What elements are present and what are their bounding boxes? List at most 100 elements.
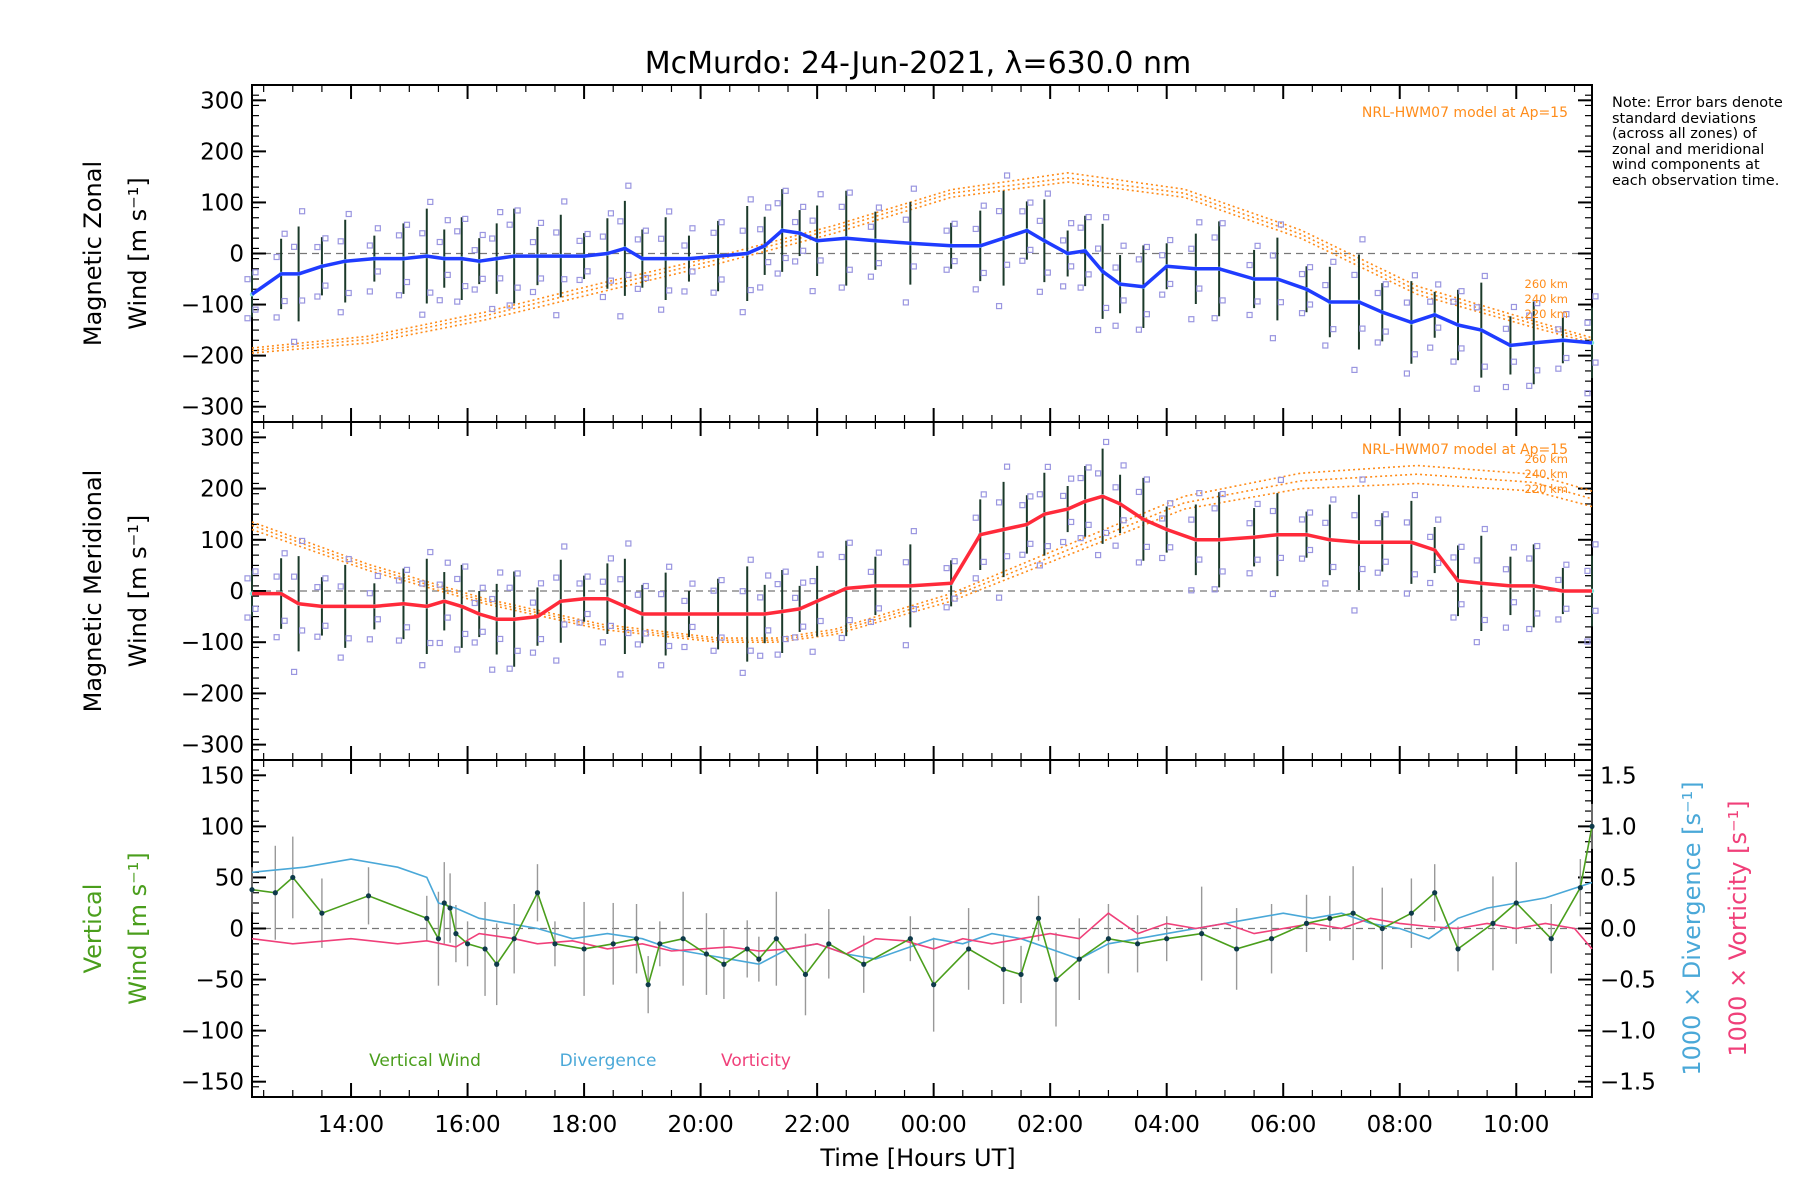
zone-sample <box>314 633 321 640</box>
chart-title: McMurdo: 24-Jun-2021, λ=630.0 nm <box>645 46 1191 81</box>
legend-entry: Divergence <box>560 1051 657 1071</box>
zone-sample <box>1019 208 1026 215</box>
zone-sample <box>1077 224 1084 231</box>
zone-sample <box>658 662 665 669</box>
zone-sample <box>1306 546 1314 554</box>
zone-sample <box>951 258 958 265</box>
zone-sample <box>1473 557 1480 564</box>
zone-sample <box>765 627 772 634</box>
vertical-wind-point <box>1076 956 1082 962</box>
zone-sample <box>1306 509 1314 516</box>
zone-sample <box>1103 438 1110 446</box>
zone-sample <box>1584 319 1591 326</box>
zone-sample <box>537 580 545 587</box>
zone-sample <box>1027 199 1034 206</box>
zone-sample <box>846 617 853 624</box>
zone-sample <box>576 619 583 626</box>
zone-sample <box>681 643 688 651</box>
y-tick-label: −300 <box>181 733 244 759</box>
zone-sample <box>1403 370 1410 377</box>
zone-sample <box>1254 500 1261 508</box>
zone-sample <box>1411 272 1418 279</box>
zone-sample <box>774 581 781 588</box>
zone-sample <box>1555 326 1562 333</box>
zone-sample <box>846 266 853 273</box>
x-tick-label: 18:00 <box>551 1112 617 1138</box>
vertical-wind-point <box>1164 936 1170 942</box>
y-tick-label: −150 <box>181 1070 244 1096</box>
zone-sample <box>322 282 329 289</box>
zone-sample <box>1411 491 1418 499</box>
vertical-wind-point <box>1268 936 1275 942</box>
vertical-wind-point <box>1303 920 1310 926</box>
zone-sample <box>902 559 909 566</box>
zone-sample <box>244 575 251 582</box>
zone-sample <box>1555 365 1562 372</box>
zone-sample <box>1112 322 1119 329</box>
zone-sample <box>1382 281 1389 288</box>
zone-sample <box>1167 500 1174 507</box>
zone-sample <box>471 599 478 607</box>
zone-sample <box>395 577 403 584</box>
zone-sample <box>1036 562 1043 569</box>
zone-sample <box>1103 214 1110 221</box>
zone-sample <box>666 563 673 570</box>
zone-sample <box>1196 556 1203 563</box>
vertical-wind-point <box>966 946 972 952</box>
zone-sample <box>1167 544 1174 551</box>
zone-sample <box>1095 326 1102 334</box>
zone-sample <box>1277 221 1284 228</box>
zone-sample <box>454 646 461 653</box>
vertical-wind-point <box>1548 936 1554 942</box>
zone-sample <box>1592 293 1599 300</box>
zone-sample <box>281 617 288 624</box>
zone-sample <box>1167 236 1174 244</box>
zone-sample <box>1077 284 1084 291</box>
zone-sample <box>1068 263 1075 270</box>
vertical-wind-point <box>1577 885 1583 891</box>
zone-sample <box>561 621 568 628</box>
zone-sample <box>529 599 537 606</box>
zone-sample <box>1159 554 1166 562</box>
zone-sample <box>972 225 979 233</box>
zone-sample <box>1534 300 1541 307</box>
model-altitude-label: 260 km <box>1525 452 1568 466</box>
y-tick-label: 200 <box>200 477 244 503</box>
zone-sample <box>1060 492 1067 500</box>
zone-sample <box>471 247 478 254</box>
zone-sample <box>1211 234 1218 241</box>
zone-sample <box>395 292 403 299</box>
zone-sample <box>291 338 298 345</box>
model-curve <box>251 482 1593 643</box>
zone-sample <box>479 275 486 282</box>
zone-sample <box>281 230 288 237</box>
zone-sample <box>1450 554 1457 561</box>
zone-sample <box>757 284 764 291</box>
zone-sample <box>980 202 987 209</box>
zone-sample <box>642 274 649 282</box>
zone-sample <box>1374 519 1381 527</box>
zone-sample <box>444 217 451 224</box>
zone-sample <box>1003 261 1011 268</box>
zone-sample <box>1159 252 1166 259</box>
zone-sample <box>1502 325 1510 332</box>
zone-sample <box>599 233 606 240</box>
zone-sample <box>1403 299 1410 306</box>
zone-sample <box>995 302 1003 310</box>
zone-sample <box>537 635 545 643</box>
zone-sample <box>436 639 443 647</box>
zone-sample <box>1592 359 1599 366</box>
zone-sample <box>1563 561 1570 568</box>
zone-sample <box>419 580 426 587</box>
zone-sample <box>1211 505 1218 512</box>
zone-sample <box>1584 638 1591 645</box>
zone-sample <box>902 642 909 649</box>
zone-sample <box>1188 316 1195 323</box>
zone-sample <box>817 191 824 198</box>
zone-sample <box>489 666 496 673</box>
vertical-wind-point <box>610 941 616 947</box>
vertical-wind-point <box>1018 971 1024 978</box>
zone-sample <box>244 315 251 322</box>
zone-sample <box>1510 303 1518 311</box>
x-tick-label: 22:00 <box>784 1112 850 1138</box>
